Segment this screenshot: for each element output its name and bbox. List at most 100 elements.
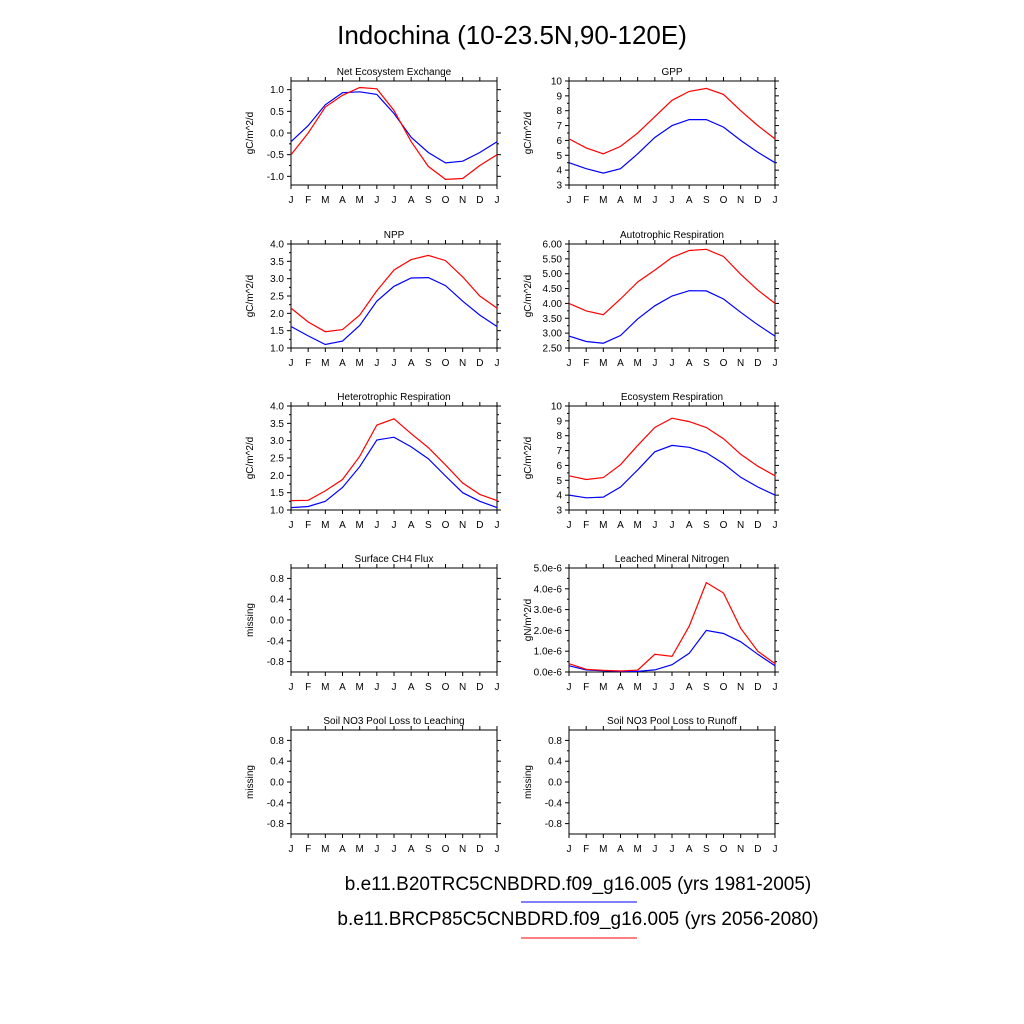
panel-net-ecosystem-exchange: Net Ecosystem Exchange gC/m^2/d -1.0 -0.5 0.… <box>245 67 501 206</box>
panel-title: Soil NO3 Pool Loss to Leaching <box>323 716 464 727</box>
x-tick-label: J <box>495 844 500 855</box>
x-tick-label: J <box>374 195 379 206</box>
y-tick-label: 2.5 <box>270 292 284 303</box>
x-tick-label: M <box>321 358 329 369</box>
y-tick-label: 5 <box>556 476 562 487</box>
x-tick-label: F <box>305 195 311 206</box>
x-tick-label: A <box>617 682 624 693</box>
x-tick-label: S <box>425 195 432 206</box>
panel-title: Surface CH4 Flux <box>355 554 434 565</box>
y-tick-label: 1.5 <box>270 326 284 337</box>
x-tick-label: F <box>305 358 311 369</box>
y-tick-label: 7 <box>556 121 562 132</box>
x-tick-label: J <box>392 682 397 693</box>
x-tick-label: N <box>737 195 744 206</box>
x-tick-label: M <box>599 195 607 206</box>
x-tick-label: M <box>355 682 363 693</box>
x-tick-label: J <box>567 195 572 206</box>
y-tick-label: 6.00 <box>543 240 563 251</box>
panel-soil-no3-pool-loss-to-leaching: Soil NO3 Pool Loss to Leaching missing -0.… <box>245 716 501 855</box>
x-tick-label: M <box>321 844 329 855</box>
y-tick-label: 0.0 <box>548 778 562 789</box>
x-tick-label: D <box>754 682 761 693</box>
x-tick-label: A <box>339 844 346 855</box>
x-tick-label: J <box>289 195 294 206</box>
panel-title: Leached Mineral Nitrogen <box>615 554 730 565</box>
panel-leached-mineral-nitrogen: Leached Mineral Nitrogen gN/m^2/d 0.0e-6 1.… <box>523 554 779 693</box>
x-tick-label: J <box>374 844 379 855</box>
x-tick-label: J <box>670 358 675 369</box>
x-tick-label: M <box>321 195 329 206</box>
x-tick-label: J <box>567 358 572 369</box>
panel-title: GPP <box>661 67 682 78</box>
series-line-future <box>568 87 776 155</box>
x-tick-label: A <box>408 682 415 693</box>
y-tick-label: 2.0 <box>270 309 284 320</box>
y-axis-label: gC/m^2/d <box>245 112 256 155</box>
x-tick-label: J <box>652 844 657 855</box>
x-tick-label: N <box>737 682 744 693</box>
x-tick-label: S <box>425 844 432 855</box>
x-tick-label: D <box>476 358 483 369</box>
y-tick-label: 7 <box>556 446 562 457</box>
y-tick-label: 4.00 <box>543 299 563 310</box>
x-tick-label: D <box>754 358 761 369</box>
x-tick-label: J <box>773 358 778 369</box>
y-axis-label: missing <box>245 603 256 637</box>
plot-frame <box>290 567 498 673</box>
y-axis-label: missing <box>523 765 534 799</box>
y-tick-label: 10 <box>551 77 563 88</box>
series-line-historical <box>568 629 776 673</box>
x-tick-label: J <box>773 520 778 531</box>
x-tick-label: S <box>425 682 432 693</box>
y-tick-label: 0.8 <box>270 736 284 747</box>
series-line-historical <box>290 91 498 164</box>
panel-surface-ch4-flux: Surface CH4 Flux missing -0.8 -0.4 0.0 0.4 0.8… <box>245 554 501 693</box>
x-tick-label: O <box>442 682 450 693</box>
y-tick-label: 5.00 <box>543 269 563 280</box>
x-tick-label: N <box>459 195 466 206</box>
x-tick-label: M <box>355 844 363 855</box>
x-tick-label: M <box>355 195 363 206</box>
panel-title: NPP <box>384 230 405 241</box>
y-tick-label: 4.0 <box>270 402 284 413</box>
x-tick-label: A <box>617 358 624 369</box>
x-tick-label: J <box>773 195 778 206</box>
x-tick-label: F <box>305 682 311 693</box>
x-tick-label: D <box>754 844 761 855</box>
plot-frame <box>568 729 776 835</box>
plot-frame <box>568 80 776 186</box>
y-tick-label: 0.4 <box>270 757 284 768</box>
x-tick-label: D <box>476 844 483 855</box>
y-tick-label: 5.0e-6 <box>534 564 563 575</box>
series-line-future <box>568 417 776 481</box>
y-tick-label: 0.4 <box>548 757 562 768</box>
series-line-historical <box>568 290 776 344</box>
x-tick-label: A <box>339 195 346 206</box>
y-tick-label: 0.0e-6 <box>534 668 563 679</box>
x-tick-label: J <box>392 844 397 855</box>
series-line-future <box>290 86 498 181</box>
x-tick-label: J <box>392 358 397 369</box>
x-tick-label: M <box>321 520 329 531</box>
series-line-future <box>568 248 776 316</box>
x-tick-label: A <box>617 195 624 206</box>
y-tick-label: -0.4 <box>545 798 563 809</box>
series-line-historical <box>568 118 776 174</box>
x-tick-label: J <box>289 358 294 369</box>
y-tick-label: 0.5 <box>270 107 284 118</box>
series-line-historical <box>290 436 498 509</box>
panel-grid: Net Ecosystem Exchange gC/m^2/d -1.0 -0.5 0.… <box>245 67 779 855</box>
x-tick-label: F <box>583 520 589 531</box>
y-tick-label: -0.8 <box>267 819 285 830</box>
y-axis-label: gC/m^2/d <box>523 112 534 155</box>
x-tick-label: A <box>686 844 693 855</box>
legend-entry-2-label: b.e11.BRCP85C5CNBDRD.f09_g16.005 (yrs 20… <box>337 909 818 930</box>
y-tick-label: 1.0 <box>270 85 284 96</box>
y-tick-label: 5 <box>556 151 562 162</box>
y-tick-label: 3.0 <box>270 436 284 447</box>
x-tick-label: J <box>392 520 397 531</box>
x-tick-label: M <box>599 358 607 369</box>
